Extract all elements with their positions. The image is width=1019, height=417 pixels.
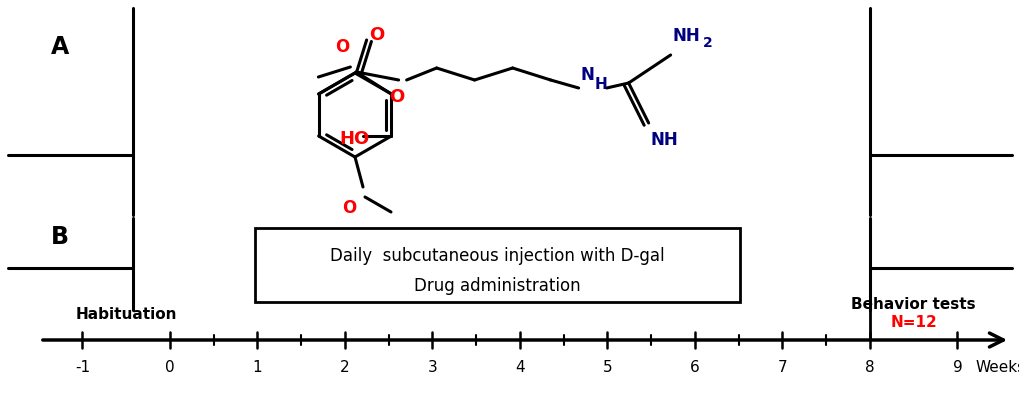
Text: Weeks: Weeks	[974, 360, 1019, 375]
Text: O: O	[368, 26, 383, 44]
Text: H: H	[594, 77, 606, 92]
Text: N=12: N=12	[890, 315, 936, 330]
Text: 2: 2	[702, 36, 711, 50]
Text: 0: 0	[165, 360, 174, 375]
Text: 1: 1	[253, 360, 262, 375]
Text: HO: HO	[339, 130, 369, 148]
Text: 2: 2	[340, 360, 350, 375]
Text: Daily  subcutaneous injection with D-gal: Daily subcutaneous injection with D-gal	[330, 247, 664, 265]
Text: NH: NH	[650, 131, 678, 149]
Text: O: O	[388, 88, 404, 106]
Text: NH: NH	[672, 27, 700, 45]
Text: 8: 8	[864, 360, 874, 375]
Text: Behavior tests: Behavior tests	[851, 297, 975, 312]
Text: 9: 9	[952, 360, 962, 375]
Text: B: B	[51, 225, 69, 249]
Text: N: N	[580, 66, 594, 84]
Text: A: A	[51, 35, 69, 59]
Text: 4: 4	[515, 360, 525, 375]
Text: O: O	[335, 38, 350, 56]
Text: Habituation: Habituation	[75, 307, 177, 322]
Bar	[255, 228, 739, 302]
Text: -1: -1	[74, 360, 90, 375]
Text: 3: 3	[427, 360, 437, 375]
Text: 7: 7	[776, 360, 787, 375]
Text: O: O	[341, 199, 356, 217]
Text: 6: 6	[690, 360, 699, 375]
Text: Drug administration: Drug administration	[414, 277, 580, 295]
Text: 5: 5	[602, 360, 611, 375]
